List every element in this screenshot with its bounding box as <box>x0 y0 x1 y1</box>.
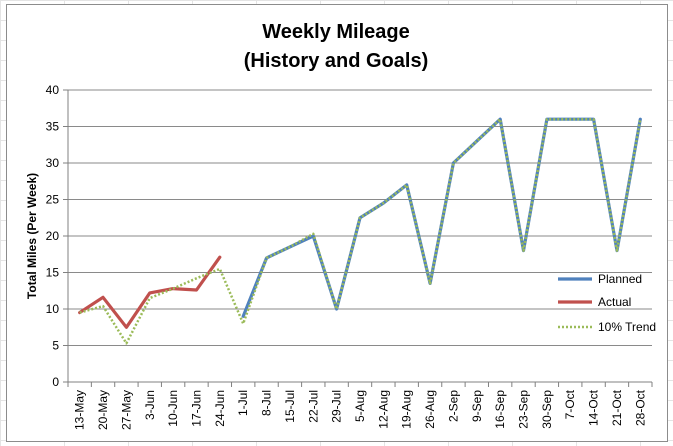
y-axis-label: Total Miles (Per Week) <box>25 173 39 299</box>
series-line-planned <box>241 117 642 318</box>
x-tick-label: 17-Jun <box>189 390 203 427</box>
x-tick-label: 29-Jul <box>330 390 344 423</box>
x-tick-label: 23-Sep <box>517 390 531 429</box>
x-tick-label: 2-Sep <box>446 390 460 422</box>
x-tick-label: 13-May <box>73 390 87 430</box>
y-tick-label: 10 <box>46 302 60 316</box>
y-tick-label: 15 <box>46 266 60 280</box>
x-tick-label: 26-Aug <box>423 390 437 429</box>
series-line-actual <box>78 255 222 329</box>
series-line-10-trend <box>79 117 642 345</box>
y-tick-label: 5 <box>52 339 59 353</box>
x-tick-label: 14-Oct <box>587 389 601 426</box>
x-tick-label: 5-Aug <box>353 390 367 422</box>
x-tick-label: 10-Jun <box>166 390 180 427</box>
legend-entry-2: 10% Trend <box>598 320 656 334</box>
y-tick-label: 25 <box>46 193 60 207</box>
x-tick-label: 19-Aug <box>400 390 414 429</box>
legend-entry-0: Planned <box>598 272 642 286</box>
x-tick-label: 16-Sep <box>493 390 507 429</box>
chart-title-line-1: Weekly Mileage <box>262 21 409 43</box>
x-tick-label: 15-Jul <box>283 390 297 423</box>
chart-title-line-2: (History and Goals) <box>244 50 428 72</box>
x-tick-label: 28-Oct <box>633 389 647 426</box>
x-tick-label: 12-Aug <box>376 390 390 429</box>
x-tick-label: 1-Jul <box>236 390 250 416</box>
x-tick-label: 24-Jun <box>213 390 227 427</box>
y-tick-label: 40 <box>46 83 60 97</box>
x-tick-label: 22-Jul <box>306 390 320 423</box>
x-tick-label: 9-Sep <box>470 390 484 422</box>
x-tick-label: 21-Oct <box>610 389 624 426</box>
chart-area[interactable] <box>6 4 668 442</box>
x-tick-label: 20-May <box>96 390 110 430</box>
legend-entry-1: Actual <box>598 295 631 309</box>
y-tick-label: 20 <box>46 229 60 243</box>
y-tick-label: 0 <box>52 375 59 389</box>
x-tick-label: 8-Jul <box>260 390 274 416</box>
x-tick-label: 7-Oct <box>563 389 577 419</box>
y-tick-label: 30 <box>46 156 60 170</box>
x-tick-label: 30-Sep <box>540 390 554 429</box>
x-tick-label: 27-May <box>119 390 133 430</box>
x-tick-label: 3-Jun <box>143 390 157 420</box>
y-tick-label: 35 <box>46 120 60 134</box>
